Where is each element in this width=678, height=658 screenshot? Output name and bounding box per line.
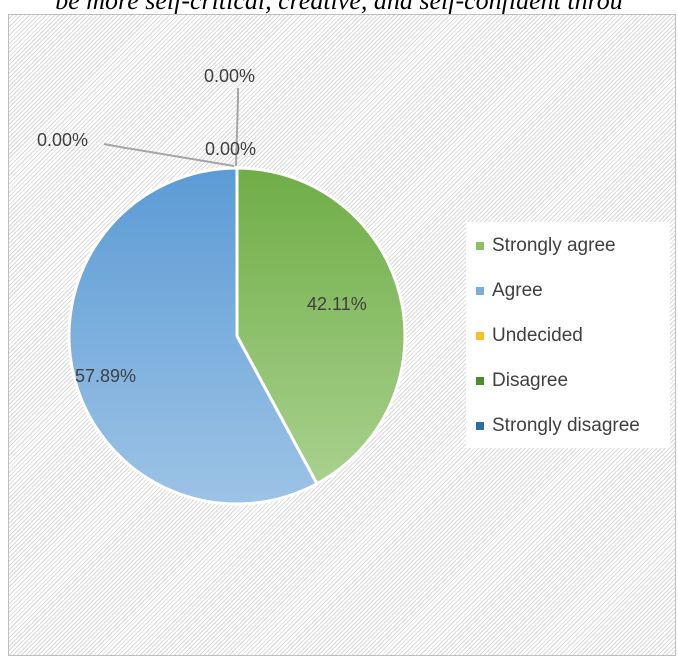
legend-item-strongly-disagree: Strongly disagree — [476, 414, 640, 438]
legend-label-undecided: Undecided — [492, 325, 583, 346]
legend-label-strongly-agree: Strongly agree — [492, 235, 616, 256]
data-label-strongly-agree: 42.11% — [307, 294, 367, 314]
legend-swatch-strongly-agree — [476, 242, 484, 250]
legend-item-agree: Agree — [476, 279, 543, 303]
leader-line-strongly-disagree — [235, 88, 239, 167]
chart-title: be more self-critical, creative, and sel… — [55, 0, 623, 15]
legend-label-agree: Agree — [492, 280, 543, 301]
leader-line-disagree — [103, 143, 235, 167]
legend-item-disagree: Disagree — [476, 369, 568, 393]
data-label-strongly-disagree: 0.00% — [204, 66, 255, 86]
data-label-disagree: 0.00% — [37, 130, 88, 150]
legend: Strongly agree Agree Undecided Disagree Stro… — [466, 222, 670, 448]
legend-item-strongly-agree: Strongly agree — [476, 234, 616, 258]
data-label-undecided: 0.00% — [205, 139, 256, 159]
data-label-agree: 57.89% — [75, 366, 136, 386]
legend-item-undecided: Undecided — [476, 324, 583, 348]
pie-slice-strongly-agree — [235, 166, 407, 486]
legend-label-disagree: Disagree — [492, 370, 569, 391]
pie-slice-agree — [67, 166, 319, 506]
legend-swatch-strongly-disagree — [476, 422, 484, 430]
legend-label-strongly-disagree: Strongly disagree — [492, 415, 640, 436]
legend-swatch-undecided — [476, 332, 484, 340]
legend-swatch-disagree — [476, 377, 484, 385]
legend-swatch-agree — [476, 287, 484, 295]
